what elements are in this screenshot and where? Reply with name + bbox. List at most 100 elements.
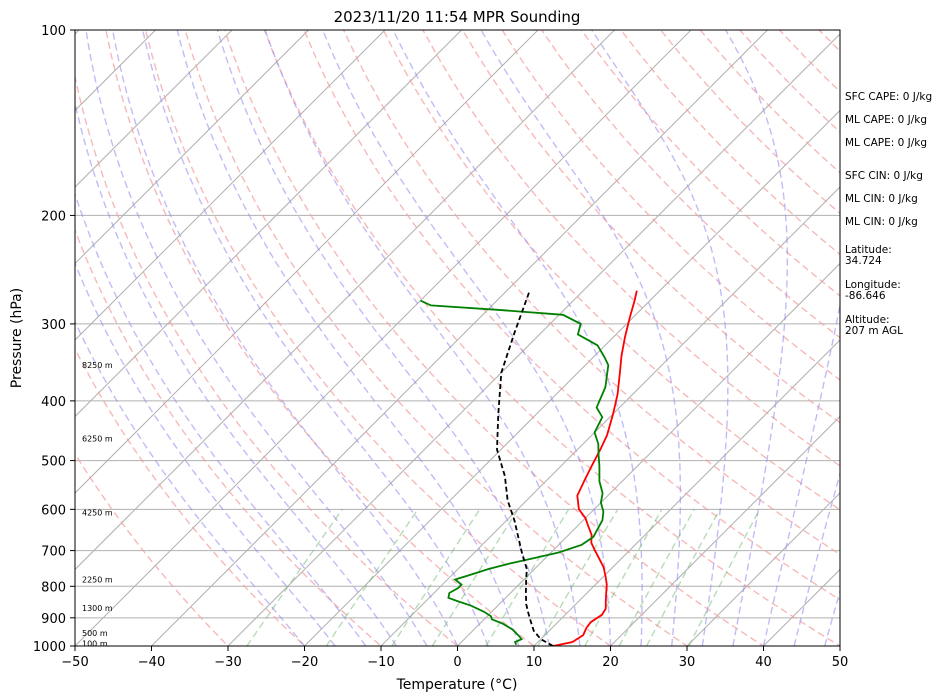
x-tick-label: −50 [61, 655, 88, 670]
latitude-label: Latitude: [845, 244, 892, 256]
dry-adiabat-line [75, 347, 306, 646]
x-tick-label: −20 [291, 655, 318, 670]
parcel-path-line [496, 290, 554, 646]
isotherm-line [75, 30, 157, 112]
x-axis-label: Temperature (°C) [396, 677, 518, 693]
longitude-label: Longitude: [845, 279, 901, 291]
height-label: 6250 m [82, 434, 113, 443]
moist-adiabat-line [824, 588, 840, 646]
y-tick-label: 300 [41, 318, 66, 333]
dry-adiabat-line [75, 452, 229, 646]
y-tick-label: 700 [41, 545, 66, 560]
moist-adiabat-line [75, 100, 397, 646]
moist-adiabat-line [176, 30, 520, 646]
height-label: 4250 m [82, 508, 113, 517]
dry-adiabat-line [541, 30, 840, 339]
mixing-ratio-line [246, 508, 343, 646]
isotherm-line [303, 109, 840, 646]
moist-adiabat-line [762, 301, 840, 646]
y-tick-label: 500 [41, 455, 66, 470]
moist-adiabat-line [75, 261, 336, 646]
longitude-value: -86.646 [845, 290, 886, 302]
y-axis-ticks: 100 200 300 400 500 600 700 800 900 1000 [33, 24, 75, 655]
chart-title: 2023/11/20 11:54 MPR Sounding [334, 8, 581, 26]
moist-adiabat-line [75, 191, 367, 646]
dry-adiabat-line [303, 30, 840, 601]
sounding-info-panel: SFC CAPE: 0 J/kg ML CAPE: 0 J/kg ML CAPE… [845, 92, 945, 337]
latitude-value: 34.724 [845, 255, 882, 267]
ml-cape-text: ML CAPE: 0 J/kg [845, 114, 928, 126]
y-tick-label: 600 [41, 503, 66, 518]
background-lines [75, 30, 840, 646]
dry-adiabat-line [501, 30, 840, 381]
moist-adiabat-line [216, 30, 550, 646]
isotherm-line [75, 30, 386, 341]
x-tick-label: 20 [602, 655, 619, 670]
dry-adiabat-line [382, 30, 840, 511]
x-tick-label: 30 [679, 655, 696, 670]
x-tick-label: −10 [367, 655, 394, 670]
x-tick-label: 40 [755, 655, 772, 670]
isotherm-line [75, 30, 233, 188]
isotherm-line [75, 30, 616, 571]
mixing-ratio-line [431, 508, 519, 646]
x-tick-label: 10 [526, 655, 543, 670]
sounding-series [420, 290, 638, 646]
dry-adiabat-line [75, 228, 383, 646]
isotherm-line [686, 492, 840, 646]
plot-frame [74, 29, 841, 647]
mixing-ratio-line [485, 508, 570, 646]
dry-adiabat-line [342, 30, 840, 556]
moist-adiabat-line [725, 30, 788, 646]
height-label: 8250 m [82, 361, 113, 370]
height-label: 500 m [82, 629, 108, 638]
mixing-ratio-line [537, 508, 619, 646]
y-tick-label: 1000 [33, 640, 66, 655]
y-tick-label: 100 [41, 24, 66, 39]
altitude-value: 207 m AGL [845, 325, 903, 337]
moist-adiabat-line [75, 320, 306, 646]
ml-cin-text: ML CIN: 0 J/kg [845, 193, 918, 205]
dry-adiabat-line [580, 30, 840, 297]
mixing-ratio-line [391, 508, 481, 646]
mixing-ratio-line [645, 508, 721, 646]
moist-adiabat-line [392, 30, 643, 646]
dry-adiabat-line [263, 30, 840, 646]
y-tick-label: 400 [41, 395, 66, 410]
isotherm-line [456, 262, 840, 646]
moist-adiabat-line [480, 30, 682, 646]
x-tick-label: −30 [214, 655, 241, 670]
x-tick-label: 0 [453, 655, 461, 670]
dry-adiabat-line [461, 30, 840, 424]
x-tick-label: 50 [832, 655, 849, 670]
isotherm-line [75, 30, 692, 646]
ml-cape-text: ML CAPE: 0 J/kg [845, 137, 928, 149]
dry-adiabat-line [422, 30, 840, 467]
dry-adiabat-line [105, 30, 536, 646]
altitude-label: Altitude: [845, 314, 890, 326]
moist-adiabat-line [111, 30, 459, 646]
dewpoint-line [420, 299, 610, 646]
sfc-cin-text: SFC CIN: 0 J/kg [845, 170, 923, 182]
dry-adiabat-line [144, 30, 612, 646]
sfc-cape-text: SFC CAPE: 0 J/kg [845, 91, 933, 103]
isotherm-line [227, 33, 840, 646]
height-label: 100 m [82, 639, 108, 648]
isotherm-line [380, 186, 840, 646]
height-label: 2250 m [82, 576, 113, 585]
isotherm-line [75, 30, 310, 265]
ml-cin-text: ML CIN: 0 J/kg [845, 216, 918, 228]
y-tick-label: 800 [41, 580, 66, 595]
x-tick-label: −40 [138, 655, 165, 670]
y-axis-label: Pressure (hPa) [9, 288, 25, 388]
isotherm-line [609, 415, 840, 646]
mixing-ratio-line [688, 508, 761, 646]
x-axis-ticks: −50 −40 −30 −20 −10 0 10 20 30 40 50 [61, 646, 848, 670]
y-tick-label: 900 [41, 612, 66, 627]
y-tick-label: 200 [41, 209, 66, 224]
moist-adiabat-line [264, 30, 581, 646]
mixing-ratio-line [584, 508, 663, 646]
dry-adiabat-line [224, 30, 765, 646]
dry-adiabat-line [75, 73, 459, 646]
